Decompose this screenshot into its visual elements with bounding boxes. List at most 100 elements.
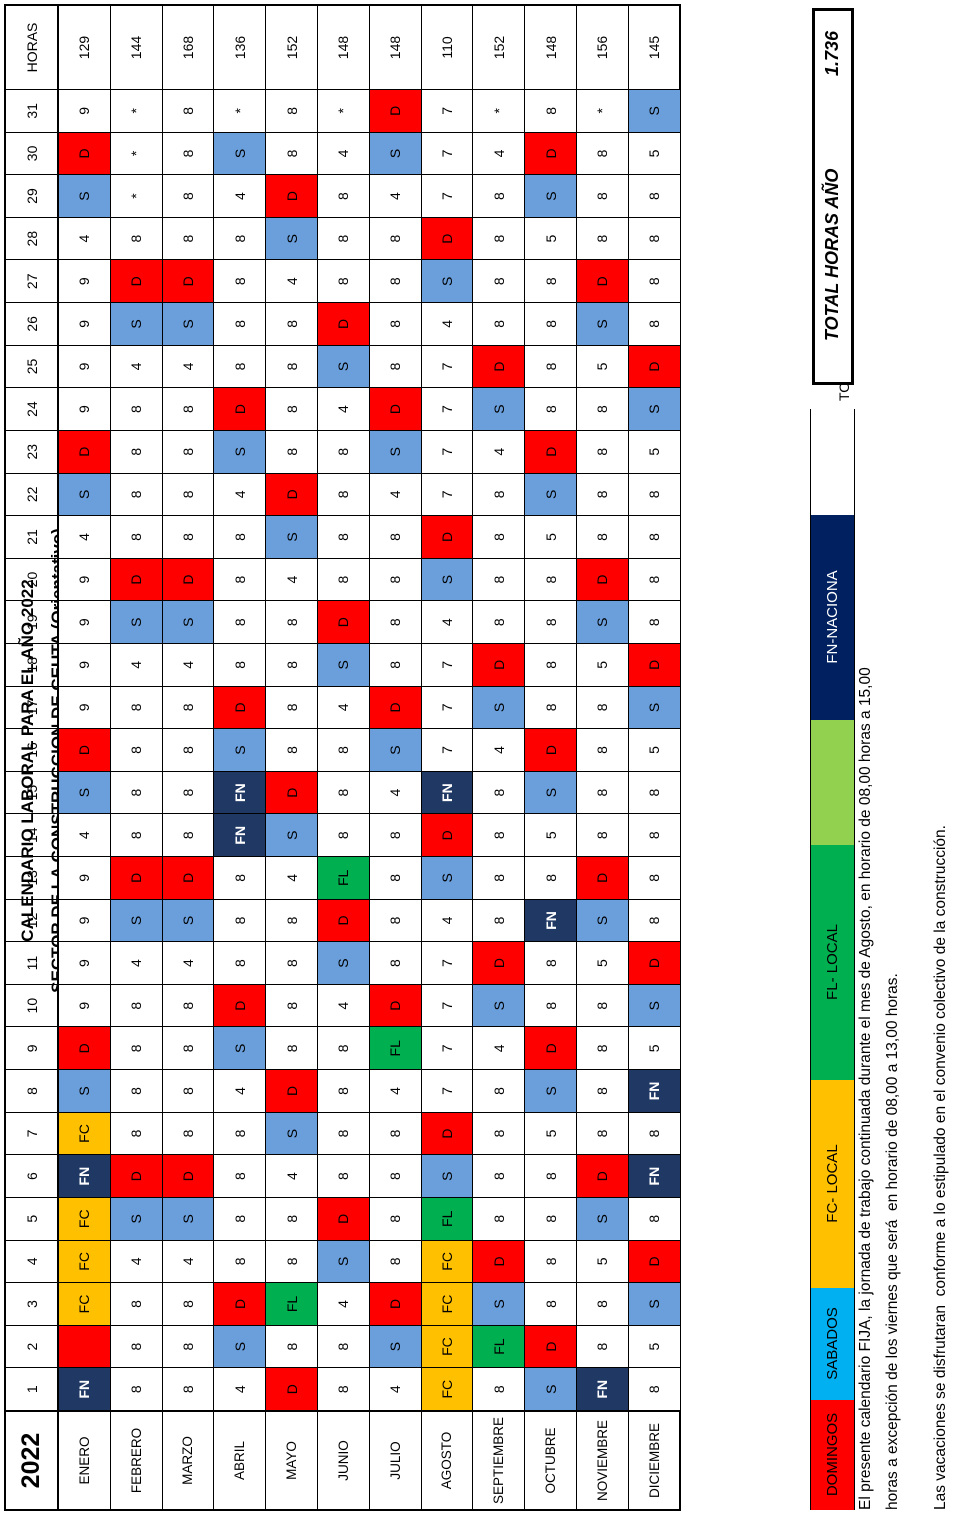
day-cell: D: [472, 642, 526, 687]
day-cell: 4: [213, 1069, 267, 1113]
day-cell: D: [109, 557, 163, 602]
day-cell: D: [317, 898, 370, 943]
day-cell: 8: [368, 813, 422, 858]
day-cell: FL: [265, 1282, 318, 1326]
day-header: 19: [5, 600, 58, 644]
hours-cell: 110: [420, 5, 474, 90]
day-cell: 8: [213, 1154, 267, 1198]
day-cell: 8: [524, 941, 577, 985]
day-cell: 7: [420, 1069, 474, 1113]
day-cell: FL: [420, 1196, 474, 1241]
day-cell: S: [576, 1196, 629, 1241]
day-cell: 8: [472, 1069, 526, 1113]
day-cell: 5: [627, 728, 681, 772]
day-cell: 8: [265, 685, 318, 730]
day-cell: FN: [524, 898, 577, 943]
day-cell: 8: [576, 1282, 629, 1326]
day-cell: 4: [161, 1239, 215, 1284]
day-cell: 8: [472, 770, 526, 815]
day-cell: D: [109, 1154, 163, 1198]
day-cell: S: [576, 600, 629, 644]
day-header: 6: [5, 1154, 58, 1198]
day-header: 17: [5, 685, 58, 730]
day-cell: 8: [161, 685, 215, 730]
day-cell: FL: [368, 1026, 422, 1071]
day-cell: 4: [472, 1026, 526, 1071]
day-cell: S: [317, 642, 370, 687]
day-cell: S: [627, 387, 681, 431]
day-cell: 5: [576, 1239, 629, 1284]
note: Las vacaciones se disfrutaran conforme a…: [932, 825, 949, 1510]
day-header: 1: [5, 1367, 58, 1411]
day-cell: S: [58, 1069, 111, 1113]
day-cell: 8: [627, 259, 681, 304]
day-cell: 8: [576, 1026, 629, 1071]
day-cell: S: [317, 941, 370, 985]
day-cell: 8: [368, 941, 422, 985]
day-cell: 8: [524, 600, 577, 644]
day-cell: 5: [627, 131, 681, 176]
day-cell: 8: [524, 302, 577, 346]
day-cell: 4: [58, 216, 111, 261]
day-cell: D: [368, 89, 422, 133]
day-cell: 8: [524, 1239, 577, 1284]
day-cell: 8: [627, 770, 681, 815]
day-header: 8: [5, 1069, 58, 1113]
day-cell: 9: [58, 387, 111, 431]
day-cell: 8: [161, 429, 215, 474]
day-cell: FC: [58, 1111, 111, 1156]
day-cell: 7: [420, 472, 474, 517]
day-cell: 7: [420, 1026, 474, 1071]
day-cell: S: [420, 856, 474, 900]
day-cell: S: [109, 302, 163, 346]
day-cell: D: [368, 685, 422, 730]
month-label: SEPTIEMBRE: [472, 1411, 526, 1510]
day-cell: 8: [109, 515, 163, 559]
day-cell: 7: [420, 174, 474, 218]
day-cell: 8: [265, 941, 318, 985]
day-cell: 8: [109, 1282, 163, 1326]
month-label: MAYO: [265, 1411, 318, 1510]
day-cell: D: [213, 387, 267, 431]
day-cell: 8: [524, 557, 577, 602]
day-cell: 4: [368, 770, 422, 815]
day-cell: S: [627, 1282, 681, 1326]
day-cell: 9: [58, 856, 111, 900]
day-cell: 8: [265, 728, 318, 772]
hours-cell: 152: [472, 5, 526, 90]
day-header: 9: [5, 1026, 58, 1071]
day-cell: 9: [58, 557, 111, 602]
day-cell: D: [576, 259, 629, 304]
day-header: 15: [5, 770, 58, 815]
day-header: 28: [5, 216, 58, 261]
day-cell: S: [627, 983, 681, 1028]
day-cell: S: [524, 770, 577, 815]
day-cell: 8: [265, 1196, 318, 1241]
day-cell: 8: [627, 557, 681, 602]
hours-cell: 152: [265, 5, 318, 90]
day-header: 2: [5, 1324, 58, 1369]
day-cell: 8: [109, 728, 163, 772]
day-cell: 8: [213, 642, 267, 687]
day-cell: 7: [420, 89, 474, 133]
day-cell: D: [265, 472, 318, 517]
day-cell: D: [213, 685, 267, 730]
day-cell: S: [420, 557, 474, 602]
day-cell: 5: [627, 1026, 681, 1071]
day-cell: FL: [317, 856, 370, 900]
day-cell: 4: [58, 515, 111, 559]
legend-item: [810, 719, 855, 845]
day-header: 22: [5, 472, 58, 517]
day-cell: D: [317, 600, 370, 644]
day-cell: 7: [420, 131, 474, 176]
day-cell: 7: [420, 685, 474, 730]
day-cell: *: [576, 89, 629, 133]
day-cell: 8: [109, 1026, 163, 1071]
month-label: JULIO: [368, 1411, 422, 1510]
day-cell: 8: [368, 600, 422, 644]
day-cell: D: [58, 728, 111, 772]
day-cell: S: [472, 685, 526, 730]
day-cell: 4: [420, 302, 474, 346]
day-cell: FC: [58, 1282, 111, 1326]
day-cell: 8: [213, 1196, 267, 1241]
